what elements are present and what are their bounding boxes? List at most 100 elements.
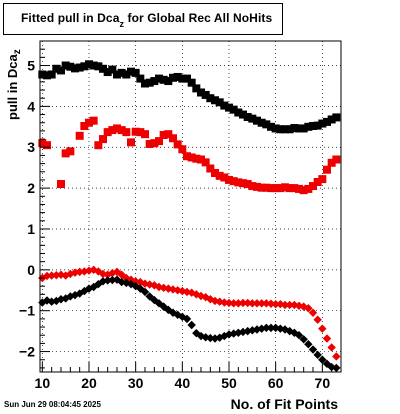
data-point-square [290, 184, 299, 193]
data-point-square [234, 178, 243, 187]
data-point-square [267, 122, 275, 131]
data-point-diamond [229, 299, 238, 308]
data-point-square [234, 108, 243, 117]
y-axis-label: pull in Dcaz [5, 49, 23, 120]
data-point-square [295, 124, 303, 133]
datestamp: Sun Jun 29 08:04:45 2025 [4, 400, 101, 409]
data-point-square [192, 84, 201, 93]
data-point-square [108, 65, 117, 74]
data-point-diamond [224, 298, 234, 308]
data-point-diamond [327, 343, 336, 352]
x-tick-label: 40 [175, 375, 191, 391]
data-point-square [299, 124, 308, 133]
data-point-square [169, 134, 177, 143]
data-point-diamond [108, 275, 117, 285]
data-point-square [99, 64, 107, 73]
data-point-square [253, 182, 261, 191]
data-point-diamond [182, 314, 192, 324]
data-point-square [309, 121, 317, 130]
data-point-square [136, 128, 145, 137]
data-point-square [192, 154, 201, 163]
data-point-square [52, 64, 61, 73]
data-point-square [187, 78, 196, 87]
data-point-square [267, 184, 275, 193]
data-point-diamond [266, 323, 276, 333]
data-point-diamond [47, 271, 56, 280]
y-tick-label: −1 [19, 303, 35, 319]
data-point-square [211, 168, 219, 177]
data-point-diamond [126, 275, 136, 284]
data-point-diamond [187, 320, 196, 330]
data-point-square [309, 182, 317, 191]
data-point-diamond [126, 279, 136, 289]
data-point-diamond [271, 299, 280, 309]
data-point-diamond [248, 299, 257, 308]
data-point-square [57, 180, 65, 189]
data-point-diamond [154, 282, 164, 292]
data-point-square [136, 74, 145, 83]
axes: 10 20 30 40 50 60 70 −2 −1 0 1 2 3 4 5 [19, 40, 342, 391]
data-point-square [38, 70, 47, 79]
data-point-square [80, 62, 89, 71]
data-point-diamond [117, 277, 126, 287]
x-tick-label: 10 [35, 375, 51, 391]
data-point-square [323, 117, 331, 126]
data-point-diamond [243, 298, 252, 308]
data-point-square [159, 130, 168, 139]
data-point-diamond [210, 334, 220, 343]
data-point-square [318, 175, 327, 184]
data-point-diamond [61, 294, 70, 303]
chart-title: Fitted pull in Dcaz for Global Rec All N… [21, 11, 272, 29]
data-point-square [145, 78, 154, 87]
data-point-diamond [103, 276, 112, 285]
data-point-square [141, 79, 149, 88]
data-point-diamond [313, 315, 322, 324]
data-point-square [61, 149, 70, 158]
data-point-square [239, 179, 247, 188]
data-point-square [295, 184, 303, 193]
data-point-square [99, 135, 107, 144]
data-point-square [127, 138, 135, 147]
data-point-diamond [285, 300, 294, 310]
data-point-square [43, 141, 51, 150]
data-point-square [187, 153, 196, 162]
data-point-square [276, 184, 285, 193]
data-point-square [225, 175, 233, 184]
data-point-square [66, 147, 75, 156]
data-point-square [248, 114, 257, 123]
y-axis-label-main: pull in Dca [5, 54, 20, 120]
data-point-square [131, 68, 140, 77]
data-point-diamond [238, 327, 248, 337]
data-point-diamond [238, 298, 248, 308]
data-point-diamond [234, 299, 243, 308]
data-point-square [197, 88, 205, 97]
data-point-square [71, 64, 79, 73]
data-point-diamond [280, 300, 290, 310]
data-point-diamond [294, 331, 304, 340]
data-point-square [332, 155, 341, 164]
data-point-diamond [168, 285, 178, 294]
data-point-diamond [304, 304, 313, 313]
data-point-diamond [308, 345, 318, 354]
data-point-diamond [262, 323, 271, 333]
data-point-square [281, 183, 289, 192]
data-point-square [94, 141, 103, 150]
data-point-square [271, 184, 280, 193]
x-tick-label: 70 [315, 375, 331, 391]
data-point-square [281, 125, 289, 134]
data-point-square [150, 77, 159, 86]
data-point-square [75, 131, 84, 140]
data-point-square [113, 70, 121, 79]
x-tick-label: 60 [268, 375, 284, 391]
data-point-diamond [322, 334, 332, 343]
y-tick-label: 2 [27, 180, 35, 196]
data-point-square [239, 110, 247, 119]
data-point-square [323, 165, 331, 174]
data-point-square [159, 75, 168, 84]
data-point-square [178, 74, 187, 83]
data-point-square [89, 61, 98, 70]
data-point-square [211, 96, 219, 105]
data-point-square [178, 145, 187, 154]
chart-title-rest: for Global Rec All NoHits [124, 11, 273, 25]
